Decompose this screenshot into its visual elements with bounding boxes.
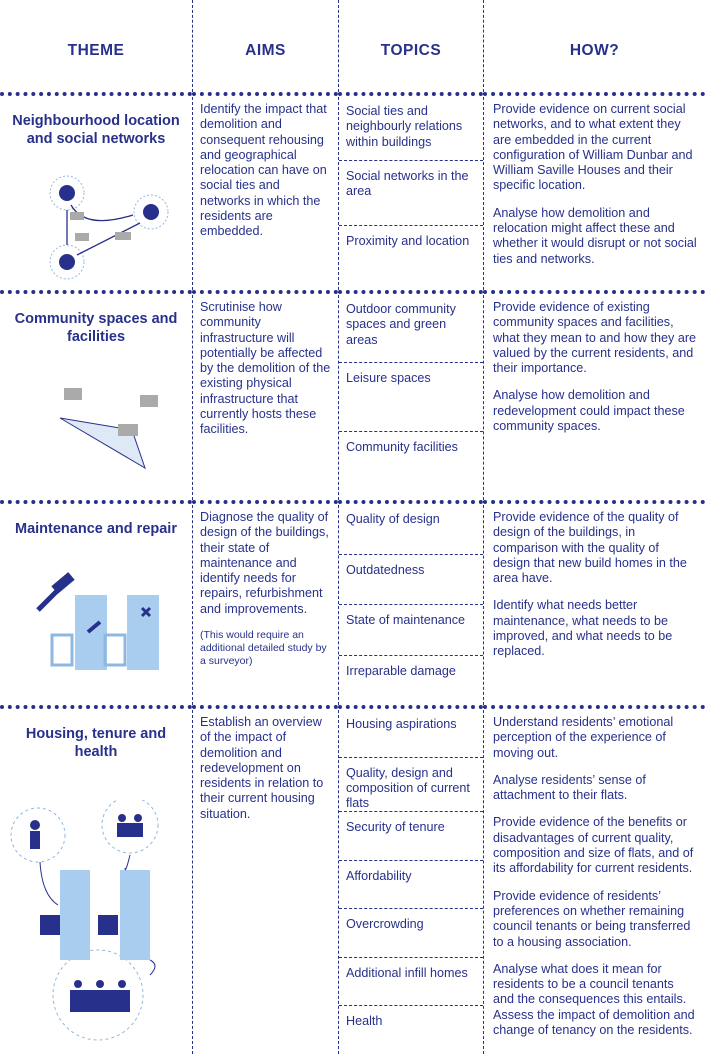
topic: Additional infill homes bbox=[339, 956, 483, 1006]
aim-text: Identify the impact that demolition and … bbox=[200, 102, 327, 239]
aim-text: Establish an overview of the impact of d… bbox=[200, 715, 324, 821]
topic: Health bbox=[339, 1005, 483, 1054]
aims: Identify the impact that demolition and … bbox=[192, 92, 338, 290]
how-text: Provide evidence of the benefits or disa… bbox=[493, 815, 694, 876]
column-header: THEME bbox=[67, 42, 125, 59]
topic: Outdoor community spaces and green areas bbox=[346, 302, 456, 347]
space-icon bbox=[59, 388, 158, 470]
aims: Scrutinise how community infrastructure … bbox=[192, 290, 338, 500]
topics: Housing aspirations Quality, design and c… bbox=[338, 705, 483, 1054]
theme: Neighbourhood location and social networ… bbox=[0, 92, 192, 290]
topic: Social ties and neighbourly relations wi… bbox=[346, 104, 463, 149]
topic: Security of tenure bbox=[339, 811, 483, 860]
how-text: Provide evidence of residents’ preferenc… bbox=[493, 888, 691, 949]
how-text: Provide evidence of the quality of desig… bbox=[493, 510, 687, 586]
how-text: Analyse how demolition and redevelopment… bbox=[493, 388, 685, 434]
column-header: AIMS bbox=[192, 0, 338, 92]
aims: Diagnose the quality of design of the bu… bbox=[192, 500, 338, 705]
aim-text: Diagnose the quality of design of the bu… bbox=[200, 510, 329, 616]
how-text: Identify what needs better maintenance, … bbox=[493, 598, 673, 659]
topic: Housing aspirations bbox=[346, 717, 457, 731]
repair-icon bbox=[36, 572, 159, 670]
aims: Establish an overview of the impact of d… bbox=[192, 705, 338, 1054]
how-text: Analyse how demolition and relocation mi… bbox=[493, 205, 697, 266]
how-text: Analyse what does it mean for residents … bbox=[493, 961, 695, 1038]
topic: Overcrowding bbox=[339, 908, 483, 957]
aim-note: (This would require an additional detail… bbox=[200, 629, 327, 668]
topic: State of maintenance bbox=[339, 604, 483, 655]
topic: Quality, design and composition of curre… bbox=[339, 756, 483, 812]
how: Provide evidence of existing community s… bbox=[483, 290, 705, 500]
topic: Proximity and location bbox=[339, 225, 483, 290]
topic: Leisure spaces bbox=[339, 362, 483, 431]
how-text: Provide evidence on current social netwo… bbox=[493, 102, 693, 193]
column-header: TOPICS bbox=[338, 0, 483, 92]
how: Provide evidence of the quality of desig… bbox=[483, 500, 705, 705]
how-text: Analyse residents’ sense of attachment t… bbox=[493, 772, 646, 803]
topics: Social ties and neighbourly relations wi… bbox=[338, 92, 483, 290]
how-text: Understand residents’ emotional percepti… bbox=[493, 715, 674, 760]
network-icon bbox=[49, 175, 169, 280]
topic: Irreparable damage bbox=[339, 654, 483, 706]
theme: Community spaces and facilities bbox=[0, 290, 192, 500]
column-header: HOW? bbox=[483, 0, 705, 92]
topics: Outdoor community spaces and green areas… bbox=[338, 290, 483, 500]
topics: Quality of design Outdatedness State of ma… bbox=[338, 500, 483, 705]
topic: Community facilities bbox=[339, 431, 483, 500]
how: Understand residents’ emotional percepti… bbox=[483, 705, 705, 1054]
aim-text: Scrutinise how community infrastructure … bbox=[200, 300, 331, 437]
how-text: Provide evidence of existing community s… bbox=[493, 300, 697, 376]
how: Provide evidence on current social netwo… bbox=[483, 92, 705, 290]
theme: Housing, tenure and health bbox=[0, 705, 192, 1054]
housing-icon bbox=[10, 800, 159, 1041]
topic: Quality of design bbox=[346, 512, 440, 526]
theme: Maintenance and repair bbox=[0, 500, 192, 705]
topic: Outdatedness bbox=[339, 553, 483, 605]
topic: Affordability bbox=[339, 859, 483, 909]
topic: Social networks in the area bbox=[339, 160, 483, 225]
